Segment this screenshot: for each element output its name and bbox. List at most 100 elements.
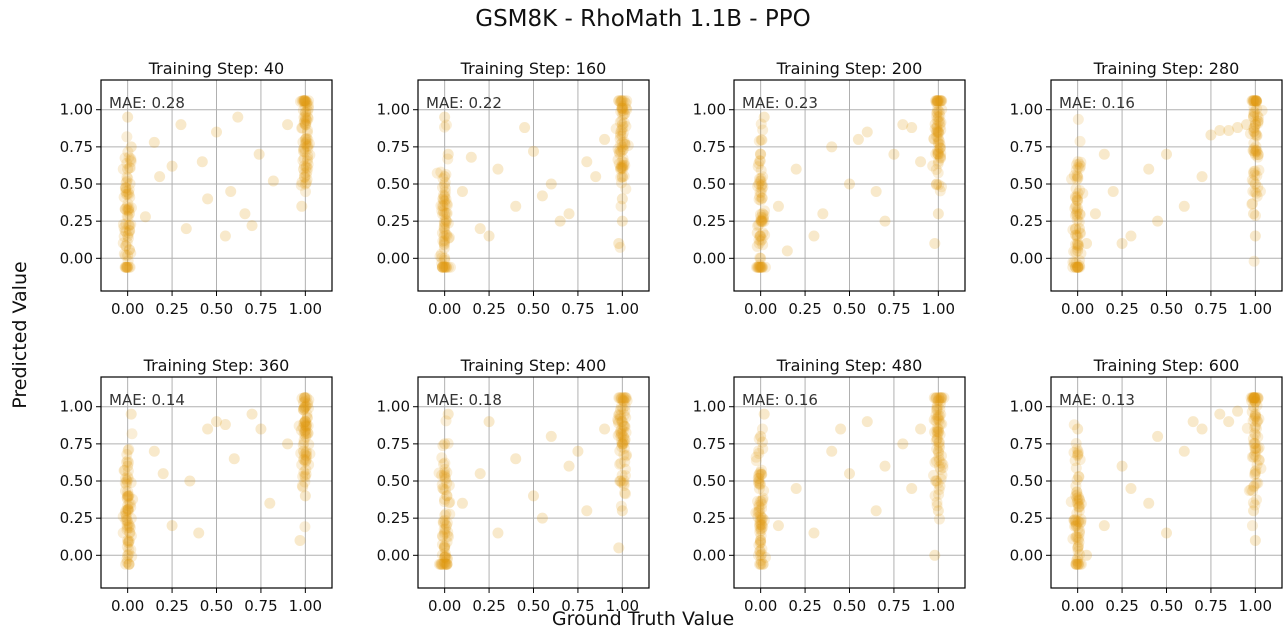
- scatter-point: [1252, 149, 1264, 161]
- scatter-point: [298, 145, 310, 157]
- scatter-point: [618, 170, 630, 182]
- scatter-point: [1251, 416, 1263, 428]
- scatter-point: [933, 425, 945, 437]
- scatter-point: [122, 204, 134, 216]
- scatter-point: [755, 554, 767, 566]
- scatter-point: [1250, 477, 1262, 489]
- x-tick-label: 0.00: [428, 300, 461, 318]
- y-tick-label: 0.50: [60, 175, 93, 193]
- scatter-point: [300, 455, 312, 467]
- scatter-point: [931, 404, 943, 416]
- scatter-point: [123, 220, 135, 232]
- scatter-point: [870, 505, 882, 517]
- scatter-point: [1072, 534, 1084, 546]
- scatter-point: [929, 549, 941, 561]
- scatter-point: [620, 103, 632, 115]
- scatter-point: [754, 537, 766, 549]
- scatter-point: [437, 517, 449, 529]
- scatter-point: [932, 155, 944, 167]
- scatter-point: [437, 181, 449, 193]
- scatter-point: [1073, 471, 1085, 483]
- scatter-point: [929, 95, 941, 107]
- scatter-point: [756, 179, 768, 191]
- scatter-point: [752, 549, 764, 561]
- scatter-point: [614, 161, 626, 173]
- scatter-point: [1250, 140, 1262, 152]
- scatter-point: [302, 142, 314, 154]
- scatter-point: [936, 469, 948, 481]
- scatter-point: [299, 471, 311, 483]
- scatter-point: [120, 261, 132, 273]
- scatter-point: [1068, 515, 1080, 527]
- scatter-point: [757, 239, 769, 251]
- scatter-point: [618, 431, 630, 443]
- mae-label: MAE: 0.22: [426, 94, 502, 112]
- scatter-point: [932, 423, 944, 435]
- scatter-point: [1071, 229, 1083, 241]
- scatter-point: [443, 531, 455, 543]
- scatter-point: [599, 133, 611, 145]
- scatter-point: [297, 136, 309, 148]
- scatter-point: [302, 105, 314, 117]
- scatter-point: [1250, 95, 1262, 107]
- scatter-point: [1071, 206, 1083, 218]
- subplot: Training Step: 480 0.00 0.00 0.25 0.25 0.50 0.…: [693, 356, 966, 615]
- scatter-point: [617, 430, 629, 442]
- scatter-point: [756, 192, 768, 204]
- scatter-point: [581, 505, 593, 517]
- scatter-point: [756, 512, 768, 524]
- scatter-point: [123, 261, 135, 273]
- scatter-point: [1249, 438, 1261, 450]
- scatter-point: [299, 392, 311, 404]
- scatter-point: [1248, 126, 1260, 138]
- scatter-point: [122, 230, 134, 242]
- scatter-point: [123, 520, 135, 532]
- scatter-point: [439, 234, 451, 246]
- scatter-point: [755, 252, 767, 264]
- scatter-point: [1072, 239, 1084, 251]
- scatter-point: [616, 124, 628, 136]
- scatter-point: [934, 152, 946, 164]
- scatter-point: [1152, 430, 1164, 442]
- scatter-point: [303, 394, 315, 406]
- scatter-point: [125, 408, 137, 420]
- scatter-point: [435, 200, 447, 212]
- scatter-point: [202, 423, 214, 435]
- scatter-point: [298, 454, 310, 466]
- scatter-point: [1072, 423, 1084, 435]
- scatter-point: [934, 410, 946, 422]
- scatter-point: [1073, 216, 1085, 228]
- scatter-point: [1249, 95, 1261, 107]
- scatter-point: [933, 127, 945, 139]
- scatter-point: [753, 475, 765, 487]
- scatter-point: [1075, 558, 1087, 570]
- scatter-point: [1249, 396, 1261, 408]
- scatter-point: [750, 507, 762, 519]
- scatter-point: [1178, 445, 1190, 457]
- scatter-point: [1089, 208, 1101, 220]
- scatter-point: [444, 496, 456, 508]
- scatter-point: [438, 467, 450, 479]
- scatter-point: [755, 175, 767, 187]
- scatter-point: [933, 115, 945, 127]
- x-tick-label: 1.00: [922, 300, 955, 318]
- scatter-point: [933, 426, 945, 438]
- scatter-point: [1248, 208, 1260, 220]
- scatter-point: [439, 207, 451, 219]
- scatter-point: [440, 228, 452, 240]
- scatter-point: [302, 397, 314, 409]
- scatter-point: [1249, 147, 1261, 159]
- scatter-point: [1248, 143, 1260, 155]
- scatter-point: [121, 504, 133, 516]
- y-tick-label: 0.00: [1010, 249, 1043, 267]
- scatter-point: [296, 122, 308, 134]
- scatter-point: [120, 478, 132, 490]
- scatter-point: [936, 392, 948, 404]
- scatter-point: [757, 171, 769, 183]
- scatter-point: [300, 137, 312, 149]
- scatter-point: [1249, 410, 1261, 422]
- scatter-point: [439, 542, 451, 554]
- x-tick-label: 0.75: [1194, 300, 1227, 318]
- scatter-point: [120, 188, 132, 200]
- scatter-point: [1251, 129, 1263, 141]
